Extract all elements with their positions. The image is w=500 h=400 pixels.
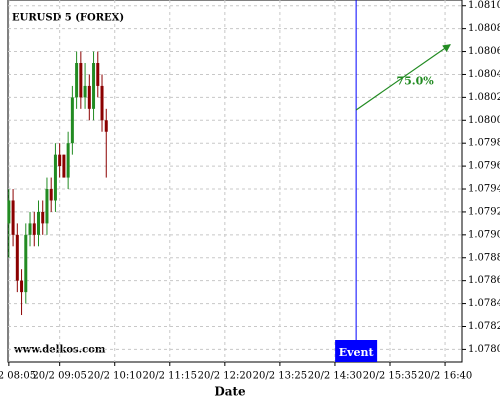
y-tick-label: 1.0782 [468, 321, 500, 332]
x-tick-label: 20/2 11:15 [143, 371, 197, 382]
x-tick-label: 20/2 16:40 [418, 371, 472, 382]
candle-body [11, 200, 15, 235]
arrow-label: 75.0% [397, 74, 435, 87]
y-tick-label: 1.0810 [468, 0, 500, 11]
plot-frame [7, 0, 463, 363]
chart-title: EURUSD 5 (FOREX) [12, 13, 124, 24]
y-tick-label: 1.0808 [468, 23, 500, 34]
candle-body [83, 85, 87, 98]
x-tick-label: 20/2 08:05 [0, 371, 36, 382]
candle-body [20, 280, 24, 293]
y-tick-label: 1.0792 [468, 206, 500, 217]
x-tick-label: 20/2 14:30 [308, 371, 362, 382]
candle-body [32, 223, 36, 235]
candle-body [53, 154, 57, 201]
candle-body [58, 154, 62, 167]
candle-body [45, 189, 49, 224]
candle-body [62, 154, 66, 178]
candle-body [92, 63, 96, 109]
projection-arrow [355, 44, 451, 111]
x-tick-label: 20/2 15:35 [363, 371, 417, 382]
candle-body [79, 63, 83, 98]
candle-body [49, 189, 53, 201]
y-tick-label: 1.0794 [468, 184, 500, 195]
y-tick-label: 1.0796 [468, 161, 500, 172]
event-box [335, 340, 378, 362]
y-tick-label: 1.0788 [468, 252, 500, 263]
y-tick-label: 1.0802 [468, 92, 500, 103]
candle-body [7, 200, 11, 224]
x-tick-label: 20/2 09:05 [32, 371, 86, 382]
candle-body [100, 85, 104, 121]
candle-body [75, 63, 79, 98]
candle-body [36, 211, 40, 235]
y-tick-label: 1.0780 [468, 344, 500, 355]
x-axis-label: Date [214, 385, 246, 399]
candle-body [96, 63, 100, 86]
x-tick-label: 20/2 13:25 [253, 371, 307, 382]
candle-body [41, 211, 45, 224]
candle-body [104, 120, 108, 132]
candle-body [66, 143, 70, 178]
y-tick-label: 1.0798 [468, 138, 500, 149]
y-tick-label: 1.0790 [468, 229, 500, 240]
x-tick-label: 20/2 12:20 [198, 371, 252, 382]
y-tick-label: 1.0806 [468, 46, 500, 57]
y-tick-label: 1.0804 [468, 69, 500, 80]
candle-body [24, 234, 28, 293]
y-tick-label: 1.0784 [468, 298, 500, 309]
candle-body [28, 223, 32, 235]
y-tick-label: 1.0786 [468, 275, 500, 286]
candle-body [15, 234, 19, 281]
y-tick-label: 1.0800 [468, 115, 500, 126]
candle-body [87, 85, 91, 109]
event-label: Event [339, 346, 375, 359]
x-tick-label: 20/2 10:10 [87, 371, 141, 382]
candle-body [70, 97, 74, 144]
